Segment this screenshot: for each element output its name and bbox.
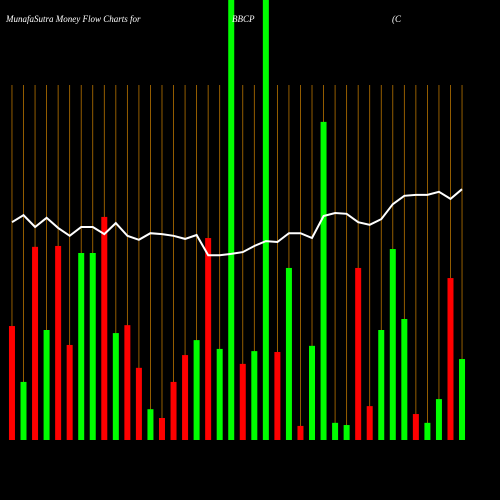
chart-subtitle: BBCP [232,14,255,24]
bar [216,348,223,440]
bar [401,319,408,440]
bar [32,246,39,440]
bar [343,425,350,440]
bar [55,245,62,440]
bar [147,409,154,440]
bar [135,367,142,440]
bar [366,406,373,440]
bar [274,352,281,440]
bar [193,340,200,440]
bar [101,216,108,440]
bar [424,422,431,440]
bar [20,381,27,440]
bar [158,418,165,440]
bar [182,355,189,440]
bar [285,267,292,440]
bar [262,0,269,440]
bar [251,351,258,440]
bar [43,330,50,440]
bar [389,249,396,440]
bar [8,326,15,440]
bar [332,422,339,440]
bar [435,399,442,440]
annotation: (C [392,14,402,24]
bar [297,425,304,440]
bar [205,238,212,440]
bar [412,414,419,440]
chart-title: MunafaSutra Money Flow Charts for [5,14,141,24]
bar [447,278,454,440]
bar [78,253,85,440]
bar [228,0,235,440]
bar [309,345,316,440]
bar [320,121,327,440]
bar [170,381,177,440]
bar [459,359,466,440]
bar [355,267,362,440]
bar [378,330,385,440]
bar [89,253,96,440]
bar [239,363,246,440]
bar [66,344,73,440]
money-flow-line [11,188,463,257]
bar [112,333,119,440]
bar [124,325,131,440]
